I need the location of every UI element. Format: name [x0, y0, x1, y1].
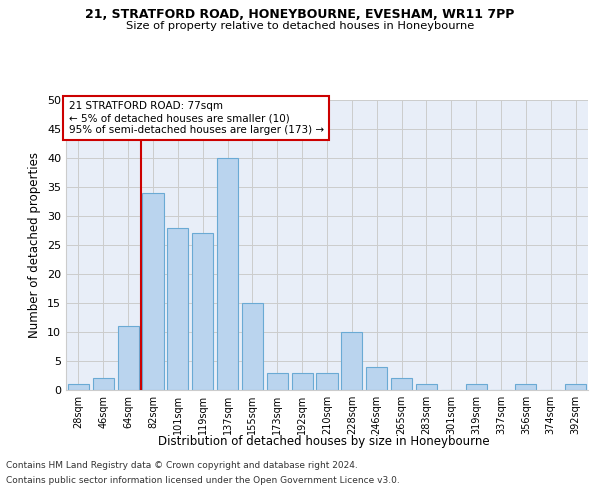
Bar	[142, 193, 164, 390]
Bar	[515, 384, 536, 390]
Bar	[316, 372, 338, 390]
Bar	[68, 384, 89, 390]
Bar	[292, 372, 313, 390]
Text: Distribution of detached houses by size in Honeybourne: Distribution of detached houses by size …	[158, 435, 490, 448]
Bar	[167, 228, 188, 390]
Bar	[217, 158, 238, 390]
Bar	[391, 378, 412, 390]
Text: 21 STRATFORD ROAD: 77sqm
← 5% of detached houses are smaller (10)
95% of semi-de: 21 STRATFORD ROAD: 77sqm ← 5% of detache…	[68, 102, 324, 134]
Text: Contains public sector information licensed under the Open Government Licence v3: Contains public sector information licen…	[6, 476, 400, 485]
Bar	[416, 384, 437, 390]
Bar	[366, 367, 387, 390]
Text: Contains HM Land Registry data © Crown copyright and database right 2024.: Contains HM Land Registry data © Crown c…	[6, 461, 358, 470]
Bar	[93, 378, 114, 390]
Bar	[192, 234, 213, 390]
Bar	[341, 332, 362, 390]
Bar	[565, 384, 586, 390]
Bar	[118, 326, 139, 390]
Bar	[267, 372, 288, 390]
Text: Size of property relative to detached houses in Honeybourne: Size of property relative to detached ho…	[126, 21, 474, 31]
Bar	[242, 303, 263, 390]
Bar	[466, 384, 487, 390]
Text: 21, STRATFORD ROAD, HONEYBOURNE, EVESHAM, WR11 7PP: 21, STRATFORD ROAD, HONEYBOURNE, EVESHAM…	[85, 8, 515, 20]
Y-axis label: Number of detached properties: Number of detached properties	[28, 152, 41, 338]
